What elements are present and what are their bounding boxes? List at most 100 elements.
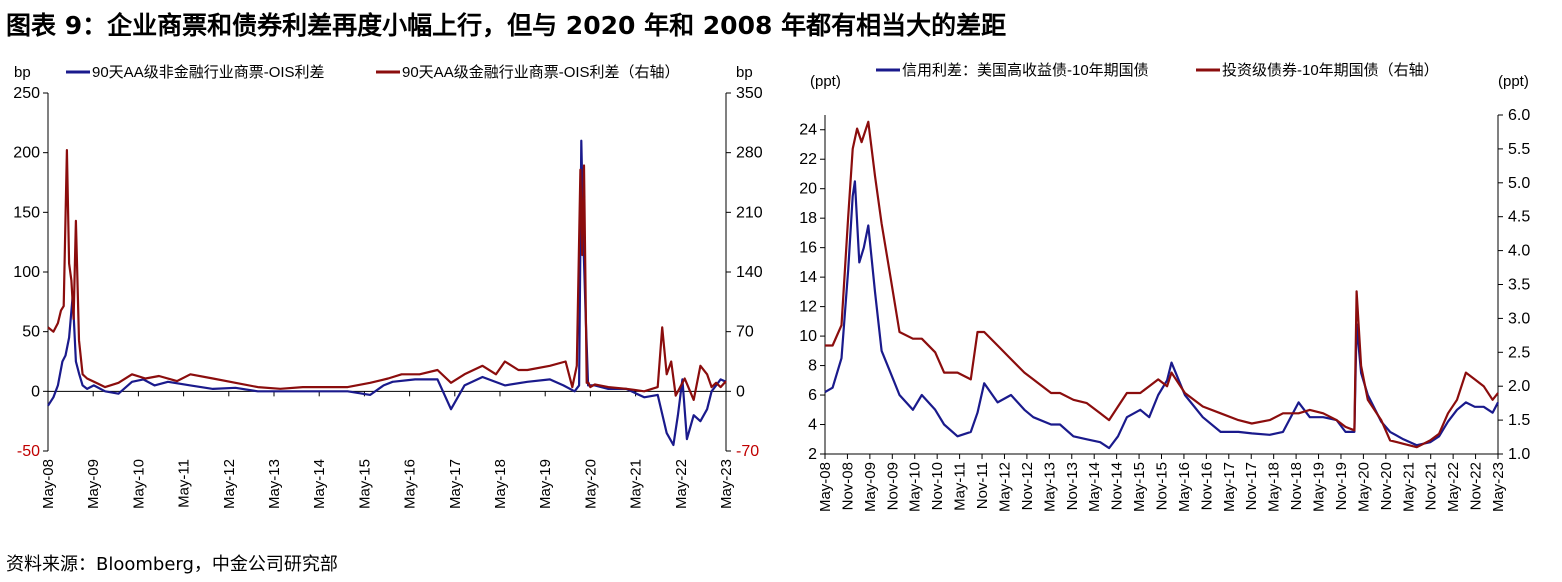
- x-tick-label: May-21: [1400, 462, 1417, 512]
- right-y-tick-label: -70: [736, 443, 759, 460]
- left-y-tick-label: 20: [799, 181, 817, 198]
- legend-label-secondary: 90天AA级金融行业商票-OIS利差（右轴）: [402, 64, 680, 81]
- right-y-tick-label: 210: [736, 204, 763, 221]
- legend-label-primary: 信用利差：美国高收益债-10年期国债: [902, 62, 1149, 79]
- x-tick-label: Nov-12: [1019, 462, 1036, 510]
- x-tick-label: May-23: [1490, 462, 1507, 512]
- left-y-tick-label: 10: [799, 328, 817, 345]
- left-axis-unit: bp: [14, 64, 31, 81]
- x-tick-label: May-15: [356, 459, 373, 509]
- legend-label-primary: 90天AA级非金融行业商票-OIS利差: [92, 64, 325, 81]
- x-tick-label: Nov-14: [1109, 462, 1126, 510]
- x-tick-label: May-22: [1445, 462, 1462, 512]
- right-axis-unit: bp: [736, 64, 753, 81]
- right-y-tick-label: 5.0: [1508, 175, 1530, 192]
- x-tick-label: May-17: [1221, 462, 1238, 512]
- x-tick-label: May-19: [537, 459, 554, 509]
- left-y-tick-label: 8: [808, 358, 817, 375]
- x-tick-label: May-09: [862, 462, 879, 512]
- x-tick-label: Nov-21: [1423, 462, 1440, 510]
- right-y-tick-label: 2.5: [1508, 344, 1530, 361]
- left-y-tick-label: 16: [799, 240, 817, 257]
- left-y-tick-label: 100: [13, 264, 40, 281]
- x-tick-label: Nov-18: [1288, 462, 1305, 510]
- x-tick-label: May-20: [1355, 462, 1372, 512]
- left-y-tick-label: 200: [13, 145, 40, 162]
- right-y-tick-label: 1.0: [1508, 446, 1530, 463]
- right-y-tick-label: 0: [736, 383, 745, 400]
- left-y-tick-label: 14: [799, 269, 817, 286]
- left-y-tick-label: 6: [808, 387, 817, 404]
- x-tick-label: May-08: [817, 462, 834, 512]
- right-y-tick-label: 3.5: [1508, 277, 1530, 294]
- x-tick-label: Nov-16: [1198, 462, 1215, 510]
- x-tick-label: May-09: [85, 459, 102, 509]
- x-tick-label: May-22: [673, 459, 690, 509]
- left-y-tick-label: 12: [799, 299, 817, 316]
- right-y-tick-label: 280: [736, 145, 763, 162]
- left-y-tick-label: 250: [13, 85, 40, 102]
- x-tick-label: May-14: [311, 459, 328, 509]
- x-tick-label: May-11: [952, 462, 969, 511]
- x-tick-label: May-13: [1041, 462, 1058, 512]
- left-y-tick-label: -50: [17, 443, 40, 460]
- x-tick-label: May-23: [718, 459, 735, 509]
- x-tick-label: Nov-20: [1378, 462, 1395, 510]
- right-y-tick-label: 140: [736, 264, 763, 281]
- series-line-primary: [824, 180, 1499, 450]
- left-y-tick-label: 18: [799, 210, 817, 227]
- x-tick-label: May-17: [447, 459, 464, 509]
- series-line-secondary: [825, 120, 1499, 449]
- x-tick-label: May-08: [40, 459, 57, 509]
- x-tick-label: May-12: [996, 462, 1013, 512]
- series-line-secondary: [47, 148, 727, 401]
- x-tick-label: Nov-08: [839, 462, 856, 510]
- right-y-tick-label: 350: [736, 85, 763, 102]
- left-y-tick-label: 4: [808, 417, 817, 434]
- left-y-tick-label: 0: [31, 383, 40, 400]
- series-line-primary: [47, 139, 727, 447]
- right-y-tick-label: 2.0: [1508, 378, 1530, 395]
- x-tick-label: Nov-22: [1468, 462, 1485, 510]
- x-tick-label: May-13: [266, 459, 283, 509]
- right-y-tick-label: 70: [736, 324, 754, 341]
- right-y-tick-label: 4.5: [1508, 209, 1530, 226]
- x-tick-label: May-11: [176, 459, 193, 508]
- x-tick-label: May-20: [582, 459, 599, 509]
- chart-left-cp-ois-spread: bp bp 250 200 150 100 50 0 -50 350 280 210 140 70 0 -70…: [13, 64, 763, 509]
- right-y-tick-label: 3.0: [1508, 310, 1530, 327]
- x-tick-label: Nov-19: [1333, 462, 1350, 510]
- source-note: 资料来源：Bloomberg，中金公司研究部: [6, 554, 338, 575]
- left-y-tick-label: 2: [808, 446, 817, 463]
- x-tick-label: May-15: [1131, 462, 1148, 512]
- x-tick-label: May-16: [402, 459, 419, 509]
- x-tick-label: May-18: [492, 459, 509, 509]
- x-tick-label: Nov-13: [1064, 462, 1081, 510]
- right-axis-unit: (ppt): [1498, 73, 1529, 90]
- right-y-tick-label: 4.0: [1508, 243, 1530, 260]
- x-tick-label: May-12: [221, 459, 238, 509]
- x-tick-label: Nov-09: [884, 462, 901, 510]
- x-tick-label: May-21: [628, 459, 645, 509]
- x-tick-label: May-10: [130, 459, 147, 509]
- x-tick-label: Nov-17: [1243, 462, 1260, 510]
- figure-title: 图表 9：企业商票和债券利差再度小幅上行，但与 2020 年和 2008 年都有…: [6, 11, 1007, 40]
- x-tick-label: Nov-15: [1154, 462, 1171, 510]
- left-y-tick-label: 24: [799, 122, 817, 139]
- x-tick-label: Nov-10: [929, 462, 946, 510]
- left-axis-unit: (ppt): [810, 73, 841, 90]
- legend-label-secondary: 投资级债券-10年期国债（右轴）: [1222, 62, 1439, 79]
- right-y-tick-label: 6.0: [1508, 107, 1530, 124]
- chart-right-credit-spread: (ppt) (ppt) 24 22 20 18 16 14 12 10 8 6 4 2 6.0 5.5 5.0 4…: [799, 62, 1530, 512]
- x-tick-label: Nov-11: [974, 462, 991, 509]
- x-tick-label: May-14: [1086, 462, 1103, 512]
- x-tick-label: May-10: [907, 462, 924, 512]
- left-y-tick-label: 50: [22, 324, 40, 341]
- left-y-tick-label: 150: [13, 204, 40, 221]
- right-y-tick-label: 1.5: [1508, 412, 1530, 429]
- left-y-tick-label: 22: [799, 151, 817, 168]
- x-tick-label: May-19: [1311, 462, 1328, 512]
- x-tick-label: May-16: [1176, 462, 1193, 512]
- x-tick-label: May-18: [1266, 462, 1283, 512]
- right-y-tick-label: 5.5: [1508, 141, 1530, 158]
